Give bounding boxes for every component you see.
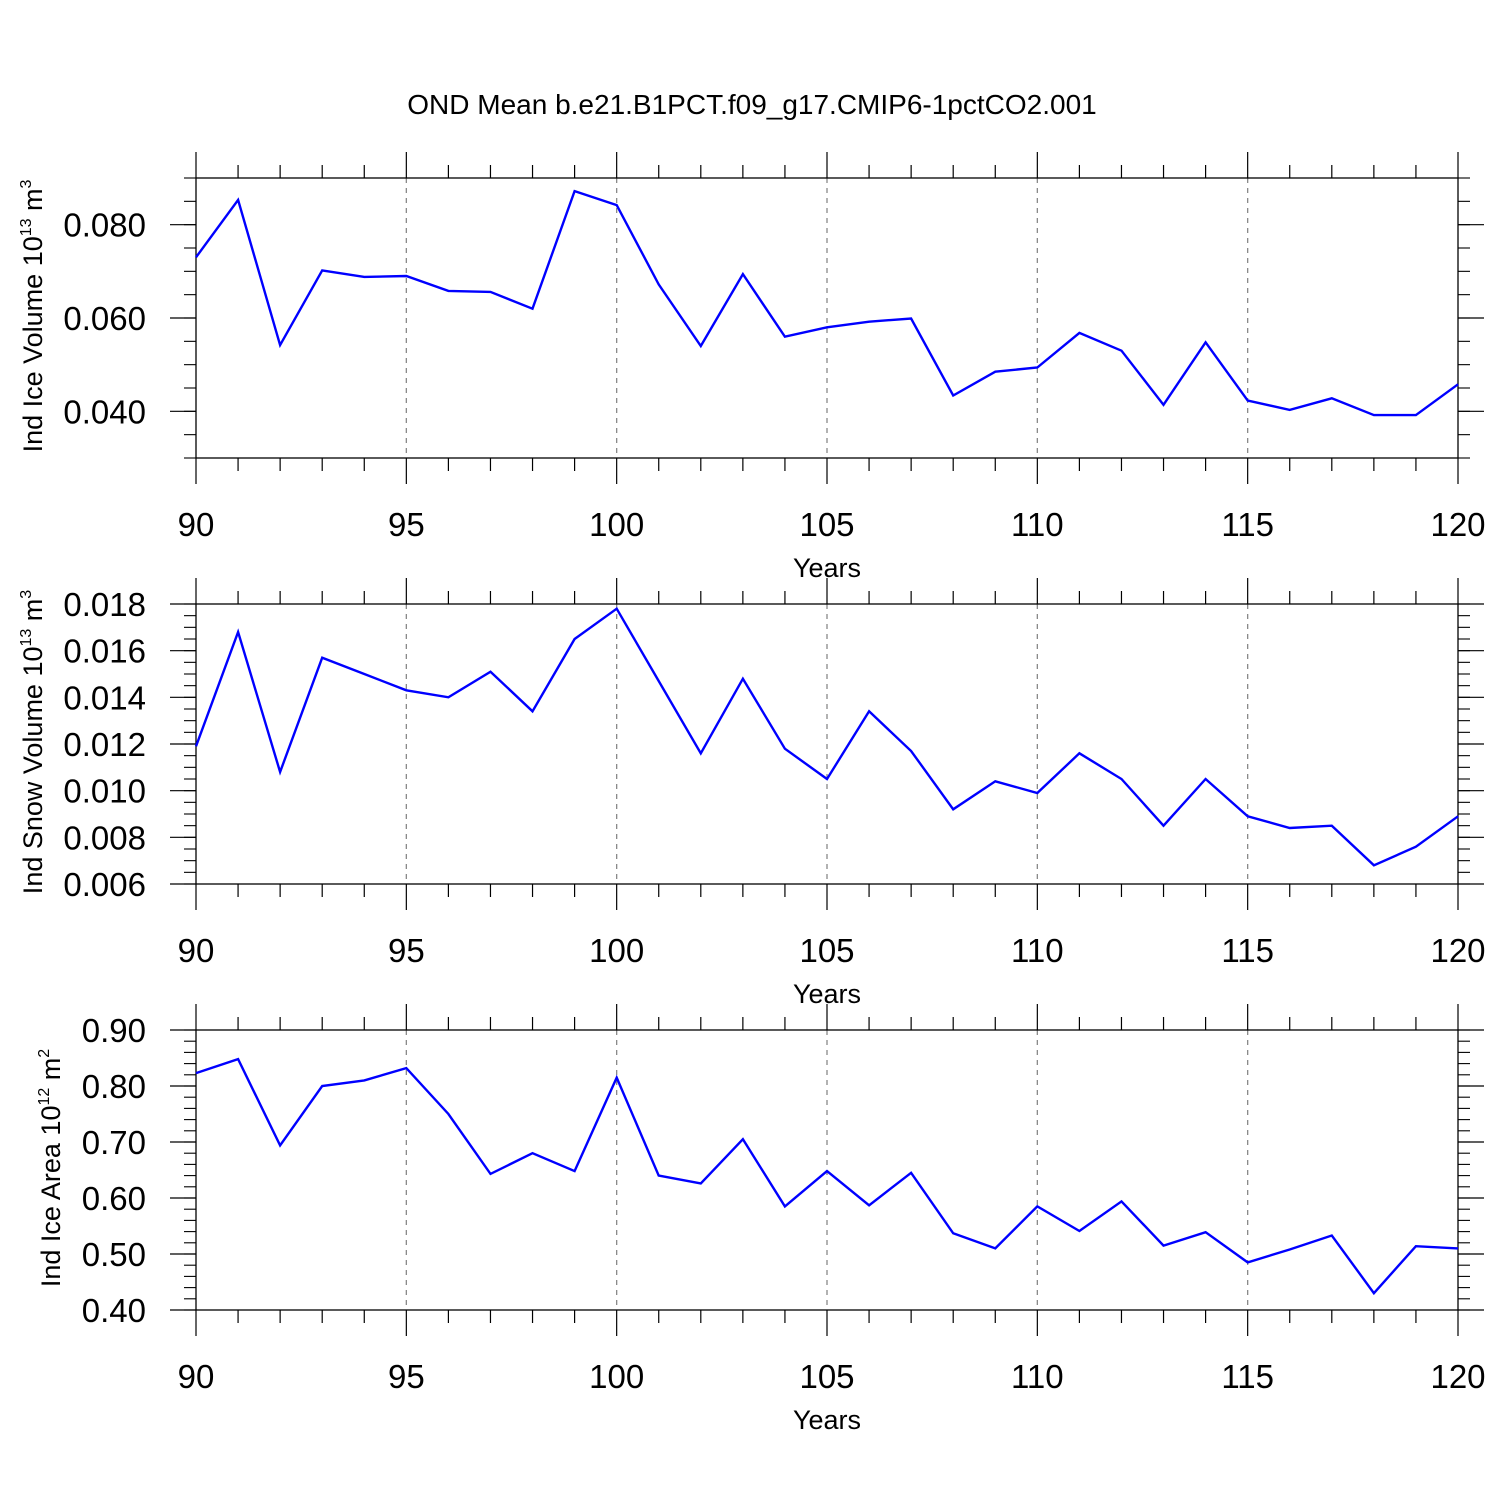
y-tick-label: 0.60	[82, 1180, 146, 1217]
y-tick-label: 0.014	[63, 679, 146, 716]
y-axis-label: Ind Snow Volume 1013 m3	[18, 590, 48, 894]
y-tick-label: 0.012	[63, 726, 146, 763]
x-tick-label: 115	[1221, 932, 1274, 969]
x-tick-label: 90	[178, 506, 215, 543]
x-tick-label: 100	[589, 1358, 644, 1395]
x-tick-label: 120	[1430, 1358, 1485, 1395]
y-tick-label: 0.060	[63, 300, 146, 337]
y-axis-label-exp: 13	[18, 629, 35, 647]
x-tick-label: 115	[1221, 1358, 1274, 1395]
x-tick-label: 100	[589, 506, 644, 543]
y-axis-label-mid: m	[18, 188, 48, 218]
y-axis-label-mid: m	[18, 599, 48, 629]
x-tick-label: 110	[1011, 932, 1064, 969]
x-tick-label: 110	[1011, 1358, 1064, 1395]
y-axis-label-main: Ind Ice Volume 10	[18, 236, 48, 452]
x-tick-label: 120	[1430, 506, 1485, 543]
y-tick-label: 0.40	[82, 1292, 146, 1329]
y-axis-label-unit-exp: 3	[18, 590, 35, 599]
x-tick-label: 90	[178, 932, 215, 969]
panel-2: 0.006 0.008 0.010 0.012 0.014 0.016 0.018 90 95 1…	[18, 578, 1486, 1009]
y-axis-label-exp: 12	[36, 1088, 53, 1106]
y-axis-label: Ind Ice Volume 1013 m3	[18, 179, 48, 452]
y-axis-label-main: Ind Snow Volume 10	[18, 647, 48, 895]
y-axis-label-exp: 13	[18, 218, 35, 236]
y-axis-label-unit-exp: 2	[36, 1049, 53, 1058]
x-tick-label: 95	[388, 1358, 425, 1395]
y-tick-label: 0.80	[82, 1068, 146, 1105]
y-tick-label: 0.70	[82, 1124, 146, 1161]
x-tick-label: 95	[388, 932, 425, 969]
x-tick-label: 115	[1221, 506, 1274, 543]
y-axis-label-main: Ind Ice Area 10	[36, 1106, 66, 1288]
y-tick-label: 0.50	[82, 1236, 146, 1273]
x-tick-label: 100	[589, 932, 644, 969]
x-tick-label: 90	[178, 1358, 215, 1395]
x-axis-label: Years	[793, 1405, 861, 1435]
panel-3: 0.40 0.50 0.60 0.70 0.80 0.90 90 95 100 105 110 115…	[36, 1004, 1486, 1435]
y-axis-label: Ind Ice Area 1012 m2	[36, 1049, 66, 1287]
y-tick-label: 0.008	[63, 819, 146, 856]
series-line	[195, 189, 1459, 417]
y-tick-label: 0.040	[63, 393, 146, 430]
series-line	[195, 1057, 1459, 1296]
panels: 0.040 0.060 0.080 90 95 100 105 110 115 120 Years I…	[18, 152, 1486, 1435]
y-tick-label: 0.018	[63, 586, 146, 623]
y-tick-label: 0.016	[63, 633, 146, 670]
series-line	[194, 606, 1459, 867]
x-tick-label: 110	[1011, 506, 1064, 543]
y-tick-label: 0.010	[63, 773, 146, 810]
y-axis-label-unit-exp: 3	[18, 179, 35, 188]
x-tick-label: 120	[1430, 932, 1485, 969]
x-tick-label: 105	[799, 1358, 854, 1395]
y-tick-label: 0.080	[63, 207, 146, 244]
x-tick-label: 105	[799, 506, 854, 543]
y-tick-label: 0.90	[82, 1012, 146, 1049]
y-axis-label-mid: m	[36, 1058, 66, 1088]
x-tick-label: 95	[388, 506, 425, 543]
x-tick-label: 105	[799, 932, 854, 969]
y-tick-label: 0.006	[63, 866, 146, 903]
figure-title: OND Mean b.e21.B1PCT.f09_g17.CMIP6-1pctC…	[407, 89, 1096, 120]
